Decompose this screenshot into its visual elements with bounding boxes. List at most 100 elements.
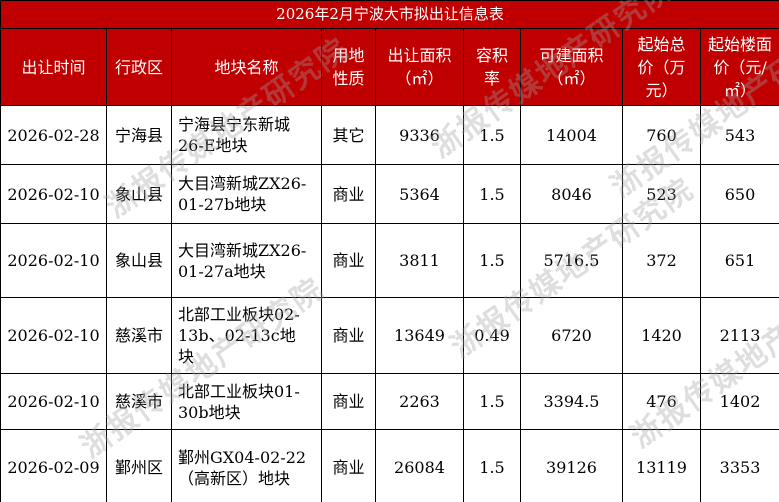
header-far: 容积率 xyxy=(463,28,521,106)
header-total-line: 元） xyxy=(645,80,678,100)
header-area: 出让面积 （㎡） xyxy=(375,28,464,106)
plot-name-line: 大目湾新城ZX26- xyxy=(178,240,307,260)
table-row: 2026-02-10 象山县 大目湾新城ZX26- 01-27b地块 商业 5364 1.5… xyxy=(0,164,779,224)
header-date-line: 出让时间 xyxy=(21,57,86,77)
plot-name-line: 北部工业板块02- xyxy=(178,305,300,324)
header-district: 行政区 xyxy=(106,28,172,106)
plot-name-line: 01-27b地块 xyxy=(178,195,267,214)
header-build-line: （㎡） xyxy=(547,69,596,88)
header-build: 可建面积 （㎡） xyxy=(520,28,623,106)
cell-name: 北部工业板块02- 13b、02-13c地块 xyxy=(171,297,322,374)
header-row: 出让时间 行政区 地块名称 用地 性质 出让面积 （㎡） 容积率可建面积 （㎡） 起始总 价（万 元）… xyxy=(0,28,779,106)
table-body: 2026-02-28 宁海县 宁海县宁东新城 26-E地块 其它 9336 1.5 14004… xyxy=(0,105,779,502)
cell-area: 9336 xyxy=(375,105,464,165)
header-unit-line: 价（元/ xyxy=(713,57,767,77)
header-use: 用地 性质 xyxy=(321,28,376,106)
cell-date: 2026-02-28 xyxy=(0,105,107,165)
cell-district: 慈溪市 xyxy=(106,297,172,374)
table-row: 2026-02-10 慈溪市 北部工业板块02- 13b、02-13c地块 商业 1364… xyxy=(0,297,779,374)
plot-name-line: 30b地块 xyxy=(178,402,241,422)
header-total-line: 起始总 xyxy=(637,34,686,54)
cell-unit: 650 xyxy=(699,164,779,224)
cell-area: 13649 xyxy=(375,297,464,374)
cell-total: 1420 xyxy=(622,297,701,374)
header-far-line: 容积 xyxy=(475,46,508,65)
cell-area: 2263 xyxy=(375,373,464,430)
cell-use: 商业 xyxy=(321,373,376,430)
cell-build: 39126 xyxy=(520,429,623,502)
cell-build: 5716.5 xyxy=(520,223,623,298)
cell-name: 大目湾新城ZX26- 01-27b地块 xyxy=(171,164,322,224)
cell-date: 2026-02-09 xyxy=(0,429,107,502)
header-use-line: 性质 xyxy=(332,69,365,88)
table-row: 2026-02-09 鄞州区 鄞州GX04-02-22 （高新区）地块 商业 26084 1… xyxy=(0,429,779,502)
header-total: 起始总价（万元） xyxy=(622,28,701,106)
header-district-line: 行政区 xyxy=(114,57,163,77)
header-unit-line: ㎡） xyxy=(724,80,757,100)
header-area-line: （㎡） xyxy=(395,69,444,88)
header-area-line: 出让面积 xyxy=(387,46,452,65)
cell-total: 760 xyxy=(622,105,701,165)
cell-district: 象山县 xyxy=(106,223,172,298)
cell-build: 3394.5 xyxy=(520,373,623,430)
cell-total: 476 xyxy=(622,373,701,430)
cell-use: 商业 xyxy=(321,164,376,224)
cell-district: 宁海县 xyxy=(106,105,172,165)
plot-name-line: 大目湾新城ZX26- xyxy=(178,174,307,193)
cell-build: 8046 xyxy=(520,164,623,224)
cell-district: 象山县 xyxy=(106,164,172,224)
cell-use: 其它 xyxy=(321,105,376,165)
cell-name: 宁海县宁东新城 26-E地块 xyxy=(171,105,322,165)
table-row: 2026-02-10 慈溪市 北部工业板块01- 30b地块 商业 2263 1.5 3394… xyxy=(0,373,779,430)
cell-name: 大目湾新城ZX26- 01-27a地块 xyxy=(171,223,322,298)
cell-far: 1.5 xyxy=(463,223,521,298)
header-use-line: 用地 xyxy=(332,46,365,65)
header-date: 出让时间 xyxy=(0,28,107,106)
cell-unit: 543 xyxy=(699,105,779,165)
header-unit: 起始楼面价（元/ ㎡） xyxy=(699,28,779,106)
cell-date: 2026-02-10 xyxy=(0,223,107,298)
cell-total: 372 xyxy=(622,223,701,298)
header-build-line: 可建面积 xyxy=(539,46,604,65)
table-title: 2026年2月宁波大市拟出让信息表 xyxy=(0,0,779,29)
cell-unit: 3353 xyxy=(699,429,779,502)
cell-total: 523 xyxy=(622,164,701,224)
cell-far: 1.5 xyxy=(463,164,521,224)
title-row: 2026年2月宁波大市拟出让信息表 xyxy=(0,0,779,29)
table-row: 2026-02-28 宁海县 宁海县宁东新城 26-E地块 其它 9336 1.5 14004… xyxy=(0,105,779,165)
cell-use: 商业 xyxy=(321,429,376,502)
plot-name-line: 宁海县宁东新城 xyxy=(178,115,291,134)
cell-build: 14004 xyxy=(520,105,623,165)
cell-date: 2026-02-10 xyxy=(0,373,107,430)
plot-name-line: 北部工业板块01- xyxy=(178,381,300,401)
header-name-line: 地块名称 xyxy=(214,57,279,77)
plot-name-line: 01-27a地块 xyxy=(178,261,266,281)
table-row: 2026-02-10 象山县 大目湾新城ZX26- 01-27a地块 商业 3811 1.5… xyxy=(0,223,779,298)
cell-date: 2026-02-10 xyxy=(0,164,107,224)
cell-unit: 2113 xyxy=(699,297,779,374)
cell-district: 慈溪市 xyxy=(106,373,172,430)
cell-unit: 1402 xyxy=(699,373,779,430)
cell-name: 北部工业板块01- 30b地块 xyxy=(171,373,322,430)
plot-name-line: 13b、02-13c地 xyxy=(178,326,296,345)
cell-name: 鄞州GX04-02-22 （高新区）地块 xyxy=(171,429,322,502)
header-unit-line: 起始楼面 xyxy=(708,34,773,54)
header-total-line: 价（万 xyxy=(637,57,686,77)
cell-district: 鄞州区 xyxy=(106,429,172,502)
cell-use: 商业 xyxy=(321,297,376,374)
cell-far: 1.5 xyxy=(463,373,521,430)
cell-use: 商业 xyxy=(321,223,376,298)
cell-area: 5364 xyxy=(375,164,464,224)
plot-name-line: 块 xyxy=(178,347,195,366)
cell-far: 1.5 xyxy=(463,105,521,165)
cell-date: 2026-02-10 xyxy=(0,297,107,374)
plot-name-line: 鄞州GX04-02-22 xyxy=(178,447,307,467)
cell-area: 26084 xyxy=(375,429,464,502)
header-far-line: 率 xyxy=(483,69,500,88)
cell-total: 13119 xyxy=(622,429,701,502)
cell-area: 3811 xyxy=(375,223,464,298)
header-name: 地块名称 xyxy=(171,28,322,106)
plot-name-line: （高新区）地块 xyxy=(178,468,291,488)
